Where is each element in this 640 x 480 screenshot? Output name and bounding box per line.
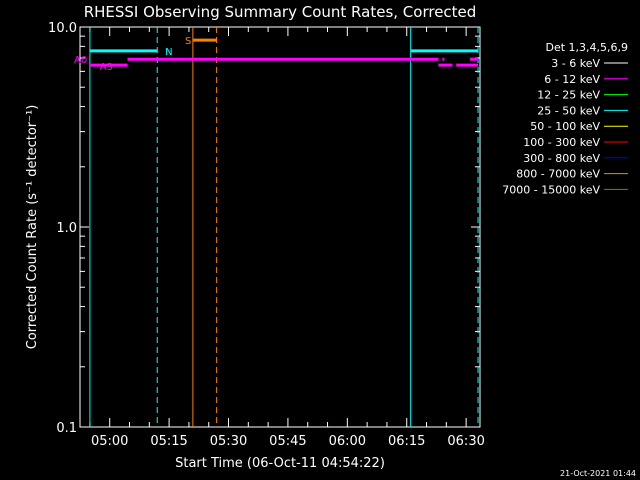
legend-label: 6 - 12 keV [544,73,600,86]
annotation: A0 [74,55,87,66]
legend-label: 800 - 7000 keV [516,168,600,181]
x-tick-label: 05:15 [150,434,187,449]
x-tick-label: 05:00 [91,434,128,449]
footer-timestamp: 21-Oct-2021 01:44 [560,469,636,478]
legend-label: 300 - 800 keV [523,152,600,165]
y-tick-label: 0.1 [56,421,77,436]
plot-area: 10.0 1.0 0.1 05:00 05:15 05:30 05:45 06:00 06:15… [48,21,485,449]
legend-label: 3 - 6 keV [551,57,600,70]
y-tick-label: 1.0 [56,221,77,236]
chart-title: RHESSI Observing Summary Count Rates, Co… [84,3,477,21]
legend-label: 50 - 100 keV [530,120,600,133]
annotation: N [165,47,172,58]
x-tick-label: 06:15 [388,434,425,449]
x-axis-label: Start Time (06-Oct-11 04:54:22) [175,456,385,471]
x-tick-label: 06:00 [329,434,366,449]
plot-frame [79,26,481,428]
annotation: S [185,36,191,47]
y-axis-label: Corrected Count Rate (s⁻¹ detector⁻¹) [25,105,40,350]
x-tick-label: 06:30 [447,434,484,449]
legend-label: 12 - 25 keV [537,89,600,102]
annotation: A3 [100,62,113,73]
x-tick-label: 05:30 [210,434,247,449]
legend: 3 - 6 keV 6 - 12 keV 12 - 25 keV 25 - 50 ke… [502,57,628,196]
legend-label: 100 - 300 keV [523,136,600,149]
legend-title: Det 1,3,4,5,6,9 [545,41,628,54]
legend-label: 25 - 50 keV [537,104,600,117]
y-tick-label: 10.0 [48,21,77,36]
x-tick-label: 05:45 [269,434,306,449]
legend-label: 7000 - 15000 keV [502,183,600,196]
